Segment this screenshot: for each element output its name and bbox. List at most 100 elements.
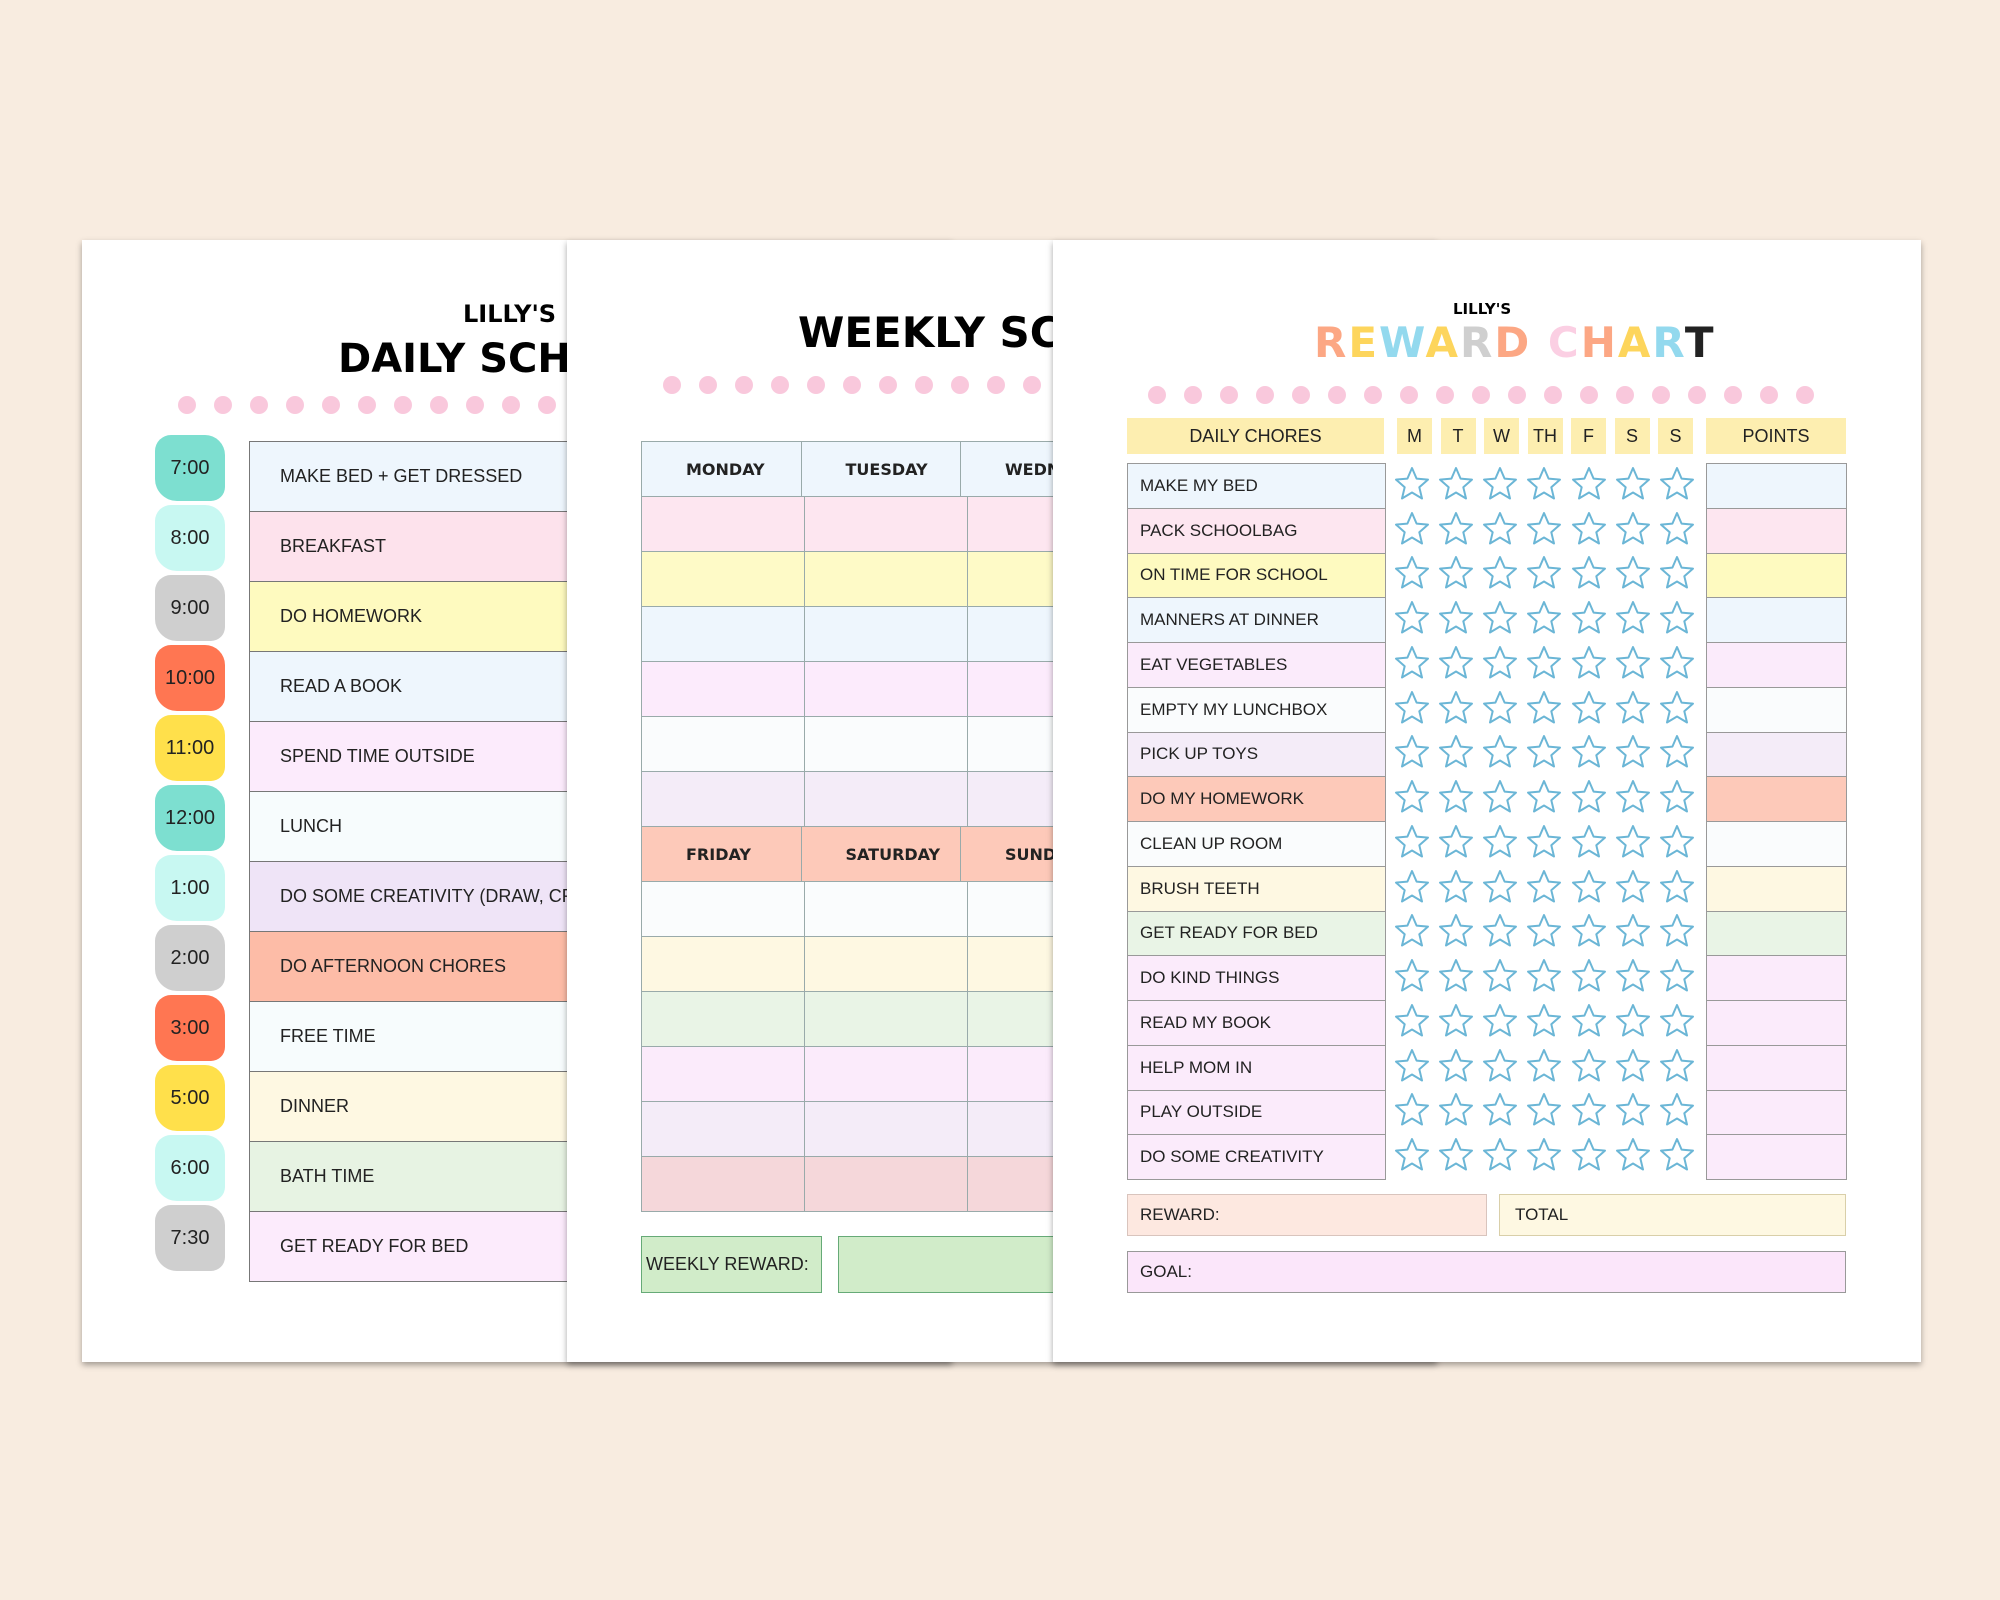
star-icon[interactable] (1437, 599, 1475, 642)
weekly-cell[interactable] (804, 717, 968, 772)
reward-field[interactable]: REWARD: (1127, 1194, 1487, 1236)
goal-field[interactable]: GOAL: (1127, 1251, 1846, 1293)
points-cell[interactable] (1707, 464, 1846, 509)
star-icon[interactable] (1525, 1047, 1563, 1090)
weekly-cell[interactable] (642, 552, 805, 607)
weekly-cell[interactable] (804, 662, 968, 717)
weekly-cell[interactable] (967, 937, 1062, 992)
star-icon[interactable] (1437, 465, 1475, 508)
star-icon[interactable] (1658, 510, 1696, 553)
star-icon[interactable] (1481, 823, 1519, 866)
weekly-cell[interactable] (967, 1047, 1062, 1102)
star-icon[interactable] (1614, 1002, 1652, 1045)
weekly-cell[interactable] (967, 772, 1062, 827)
weekly-cell[interactable] (804, 992, 968, 1047)
star-icon[interactable] (1614, 823, 1652, 866)
weekly-cell[interactable] (967, 882, 1062, 937)
star-icon[interactable] (1437, 554, 1475, 597)
star-icon[interactable] (1393, 644, 1431, 687)
star-icon[interactable] (1437, 644, 1475, 687)
star-icon[interactable] (1393, 823, 1431, 866)
weekly-cell[interactable] (804, 1102, 968, 1157)
weekly-cell[interactable] (642, 1047, 805, 1102)
star-icon[interactable] (1393, 1047, 1431, 1090)
star-icon[interactable] (1437, 823, 1475, 866)
star-icon[interactable] (1614, 510, 1652, 553)
star-icon[interactable] (1525, 1136, 1563, 1179)
star-icon[interactable] (1481, 599, 1519, 642)
star-icon[interactable] (1437, 778, 1475, 821)
star-icon[interactable] (1525, 912, 1563, 955)
star-icon[interactable] (1570, 554, 1608, 597)
star-icon[interactable] (1570, 599, 1608, 642)
star-icon[interactable] (1393, 465, 1431, 508)
star-icon[interactable] (1658, 1047, 1696, 1090)
star-icon[interactable] (1614, 689, 1652, 732)
weekly-cell[interactable] (804, 497, 968, 552)
star-icon[interactable] (1570, 868, 1608, 911)
star-icon[interactable] (1570, 823, 1608, 866)
weekly-cell[interactable] (967, 662, 1062, 717)
points-cell[interactable] (1707, 687, 1846, 733)
points-cell[interactable] (1707, 1090, 1846, 1136)
points-cell[interactable] (1707, 866, 1846, 912)
points-cell[interactable] (1707, 777, 1846, 822)
star-icon[interactable] (1525, 644, 1563, 687)
star-icon[interactable] (1570, 1002, 1608, 1045)
star-icon[interactable] (1481, 1047, 1519, 1090)
star-icon[interactable] (1570, 778, 1608, 821)
total-field[interactable]: TOTAL (1499, 1194, 1846, 1236)
star-icon[interactable] (1525, 689, 1563, 732)
star-icon[interactable] (1570, 957, 1608, 1000)
weekly-cell[interactable] (967, 992, 1062, 1047)
star-icon[interactable] (1614, 1136, 1652, 1179)
star-icon[interactable] (1658, 823, 1696, 866)
weekly-cell[interactable] (642, 1157, 805, 1212)
weekly-cell[interactable] (967, 1102, 1062, 1157)
star-icon[interactable] (1658, 1136, 1696, 1179)
star-icon[interactable] (1614, 733, 1652, 776)
star-icon[interactable] (1570, 733, 1608, 776)
weekly-cell[interactable] (967, 1157, 1062, 1212)
weekly-cell[interactable] (967, 717, 1062, 772)
points-cell[interactable] (1707, 643, 1846, 688)
star-icon[interactable] (1393, 1002, 1431, 1045)
points-cell[interactable] (1707, 1045, 1846, 1091)
star-icon[interactable] (1525, 868, 1563, 911)
star-icon[interactable] (1658, 778, 1696, 821)
star-icon[interactable] (1393, 554, 1431, 597)
weekly-cell[interactable] (804, 882, 968, 937)
star-icon[interactable] (1393, 599, 1431, 642)
points-cell[interactable] (1707, 822, 1846, 867)
star-icon[interactable] (1481, 912, 1519, 955)
star-icon[interactable] (1437, 868, 1475, 911)
weekly-cell[interactable] (967, 552, 1062, 607)
star-icon[interactable] (1614, 778, 1652, 821)
points-cell[interactable] (1707, 553, 1846, 599)
star-icon[interactable] (1393, 510, 1431, 553)
star-icon[interactable] (1481, 778, 1519, 821)
weekly-cell[interactable] (642, 1102, 805, 1157)
weekly-cell[interactable] (804, 552, 968, 607)
star-icon[interactable] (1614, 1091, 1652, 1134)
star-icon[interactable] (1437, 1091, 1475, 1134)
star-icon[interactable] (1525, 465, 1563, 508)
points-cell[interactable] (1707, 1001, 1846, 1046)
star-icon[interactable] (1393, 1136, 1431, 1179)
points-cell[interactable] (1707, 956, 1846, 1001)
star-icon[interactable] (1525, 778, 1563, 821)
star-icon[interactable] (1570, 1047, 1608, 1090)
star-icon[interactable] (1570, 644, 1608, 687)
star-icon[interactable] (1437, 733, 1475, 776)
star-icon[interactable] (1525, 823, 1563, 866)
star-icon[interactable] (1481, 689, 1519, 732)
star-icon[interactable] (1481, 644, 1519, 687)
star-icon[interactable] (1437, 689, 1475, 732)
star-icon[interactable] (1437, 1047, 1475, 1090)
star-icon[interactable] (1525, 554, 1563, 597)
weekly-cell[interactable] (642, 772, 805, 827)
weekly-reward-field[interactable] (838, 1236, 1088, 1293)
star-icon[interactable] (1658, 733, 1696, 776)
star-icon[interactable] (1658, 912, 1696, 955)
star-icon[interactable] (1393, 912, 1431, 955)
